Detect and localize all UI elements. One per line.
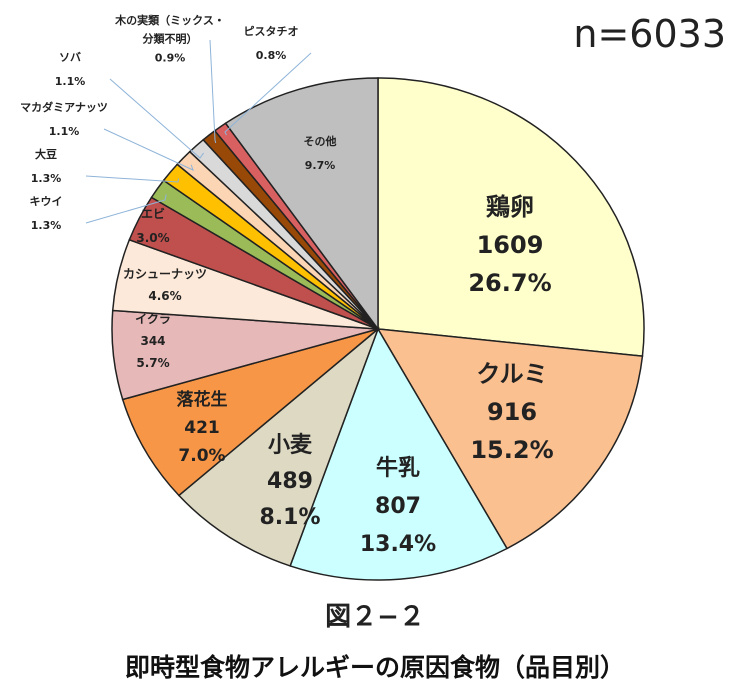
pie-slice — [289, 327, 509, 581]
slice-label-name: カシューナッツ — [123, 267, 207, 281]
slice-label-name: ピスタチオ — [244, 25, 299, 38]
slice-label-count: 916 — [487, 398, 537, 426]
slice-label-name: 小麦 — [268, 432, 313, 458]
leader-line — [85, 175, 180, 183]
pie-slice — [376, 328, 644, 550]
chart-title: 即時型食物アレルギーの原因食物（品目別） — [124, 653, 625, 682]
slice-label-name: 落花生 — [177, 389, 228, 410]
slice-label-percent: 1.3% — [31, 219, 62, 232]
slice-label-count: 1609 — [477, 231, 544, 259]
leader-line — [85, 194, 167, 224]
slice-label-percent: 3.0% — [136, 231, 169, 245]
slice-label-name: 鶏卵 — [486, 193, 534, 221]
slice-label-percent: 8.1% — [259, 505, 320, 530]
slice-label-percent: 0.9% — [155, 51, 186, 64]
slice-label-count: 421 — [184, 418, 220, 438]
pie-slice — [121, 328, 379, 497]
slice-label-name: その他 — [304, 134, 337, 148]
leader-line — [109, 78, 205, 159]
sample-size: n=6033 — [573, 12, 726, 56]
slice-label-name: クルミ — [476, 360, 547, 388]
slice-label-percent: 1.3% — [31, 172, 62, 185]
slice-label-name: ソバ — [59, 51, 81, 64]
slice-label-name: 大豆 — [35, 147, 57, 161]
slice-label-name: キウイ — [30, 195, 63, 208]
slice-label-name: エビ — [141, 206, 165, 221]
slice-label-percent: 26.7% — [468, 269, 551, 297]
pie-slice — [377, 77, 645, 357]
pie-slice — [224, 77, 379, 332]
slice-label-name: 分類不明） — [143, 32, 198, 46]
slice-label-percent: 9.7% — [305, 159, 336, 172]
slice-label-count: 344 — [140, 334, 165, 348]
slice-label-percent: 1.1% — [49, 125, 80, 138]
leader-line — [224, 52, 312, 136]
leader-line — [209, 39, 217, 144]
slice-label-percent: 7.0% — [178, 446, 225, 466]
slice-label-percent: 13.4% — [360, 532, 436, 557]
slice-label-percent: 0.8% — [256, 49, 287, 62]
slice-label-percent: 5.7% — [136, 356, 169, 370]
slice-label-name: 牛乳 — [376, 455, 420, 481]
slice-label-name: マカダミアナッツ — [20, 100, 108, 114]
slice-label-percent: 1.1% — [55, 75, 86, 88]
slice-label-name: イクラ — [135, 312, 171, 326]
slice-label-count: 489 — [267, 469, 313, 494]
pie-slice — [177, 326, 380, 567]
slice-label-name: 木の実類（ミックス・ — [114, 13, 225, 27]
leader-line — [103, 128, 194, 171]
slice-label-percent: 4.6% — [148, 289, 181, 303]
slice-label-count: 807 — [375, 494, 421, 519]
slice-label-percent: 15.2% — [470, 436, 553, 464]
figure-number: 図２−２ — [325, 602, 425, 632]
